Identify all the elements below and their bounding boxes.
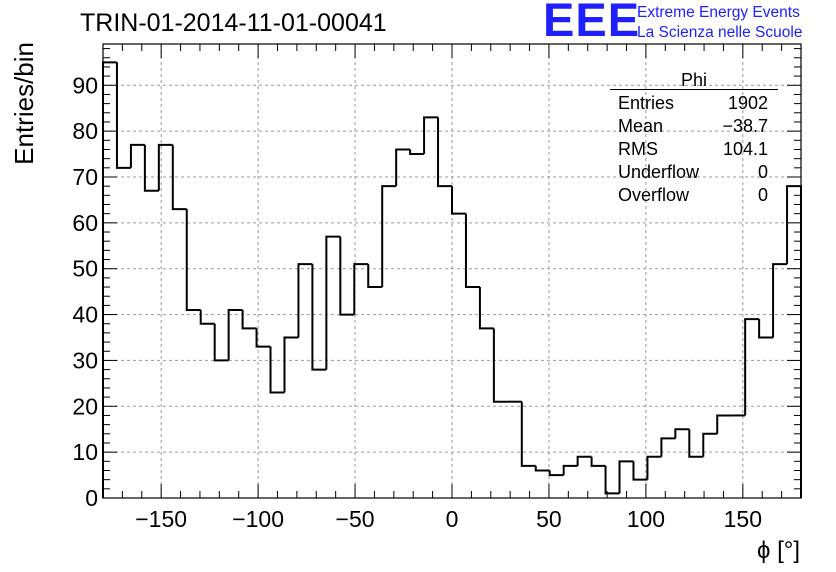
x-tick-label: 0: [446, 506, 459, 532]
y-axis-label: Entries/bin: [9, 42, 39, 165]
histogram-bin: [451, 186, 466, 215]
histogram-bin: [409, 149, 425, 156]
stats-row-entries: Entries 1902: [618, 93, 768, 115]
stats-label: RMS: [618, 139, 658, 159]
logo-line-2: La Scienza nelle Scuole: [637, 24, 803, 41]
histogram-bin: [115, 62, 131, 169]
y-tick-label: 60: [72, 210, 98, 236]
y-tick-label: 0: [85, 485, 98, 511]
histogram-bin: [143, 144, 159, 192]
histogram-bin: [423, 116, 439, 155]
stats-label: Overflow: [618, 185, 690, 205]
histogram-bin: [716, 414, 732, 434]
histogram-bin: [492, 328, 508, 403]
histogram-bin: [255, 328, 271, 348]
stats-label: Entries: [618, 93, 675, 113]
y-tick-label: 40: [72, 302, 98, 328]
x-tick-label: 150: [724, 506, 762, 532]
stats-box: Phi Entries 1902 Mean −38.7 RMS 104.1 Un…: [610, 70, 778, 210]
histogram-bin: [758, 319, 774, 339]
histogram-bin: [702, 432, 718, 457]
stats-divider: [610, 89, 778, 90]
histogram-bin: [199, 309, 215, 325]
histogram-bin: [646, 455, 662, 480]
stats-label: Mean: [618, 116, 664, 136]
histogram-bin: [478, 287, 494, 330]
histogram-bin: [353, 263, 369, 315]
histogram-bin: [520, 401, 536, 467]
histogram-bin: [367, 264, 383, 289]
histogram-bin: [269, 346, 285, 394]
histogram-bin: [395, 148, 411, 187]
histogram-bin: [227, 308, 243, 361]
x-axis-label: ϕ [°]: [757, 537, 800, 564]
histogram-bin: [311, 264, 327, 371]
x-tick-label: 50: [536, 506, 562, 532]
y-tick-label: 30: [72, 347, 98, 373]
histogram-bin: [660, 437, 676, 457]
histogram-bin: [688, 429, 704, 458]
histogram-bin: [786, 185, 802, 498]
histogram-bin: [325, 235, 341, 370]
histogram-bin: [437, 117, 452, 188]
stats-value: 1902: [727, 93, 768, 113]
x-tick-label: −50: [336, 506, 375, 532]
stats-label: Underflow: [618, 162, 700, 182]
y-tick-label: 50: [72, 256, 98, 282]
histogram-bin: [674, 428, 690, 439]
y-tick-label: 70: [72, 164, 98, 190]
histogram-bin: [618, 460, 634, 494]
histogram-bin: [185, 209, 201, 311]
histogram-bin: [562, 464, 578, 476]
histogram-bin: [604, 465, 620, 495]
x-tick-label: −100: [232, 506, 284, 532]
y-tick-label: 10: [72, 439, 98, 465]
histogram-bin: [102, 61, 117, 498]
histogram-bin: [590, 456, 606, 467]
y-tick-label: 90: [72, 72, 98, 98]
histogram-bin: [576, 455, 592, 466]
eee-logo: EEE: [543, 0, 641, 46]
x-tick-label: 100: [627, 506, 665, 532]
y-tick-label: 20: [72, 393, 98, 419]
histogram-bin: [129, 143, 145, 168]
logo-line-1: Extreme Energy Events: [637, 4, 800, 21]
histogram-bin: [241, 309, 257, 330]
stats-value: −38.7: [722, 116, 768, 136]
histogram-bin: [283, 336, 299, 393]
x-tick-label: −150: [135, 506, 187, 532]
histogram-bin: [213, 323, 229, 362]
stats-title: Phi: [680, 70, 707, 90]
plot-title: TRIN-01-2014-11-01-00041: [80, 9, 387, 37]
stats-row-underflow: Underflow 0: [618, 162, 768, 184]
y-tick-label: 80: [72, 118, 98, 144]
stats-row-overflow: Overflow 0: [618, 185, 768, 207]
histogram-bin: [744, 318, 760, 416]
stats-value: 104.1: [722, 139, 768, 159]
stats-row-rms: RMS 104.1: [618, 139, 768, 161]
stats-value: 0: [757, 185, 768, 205]
stats-row-mean: Mean −38.7: [618, 116, 768, 138]
histogram-bin: [381, 185, 397, 288]
histogram-bin: [632, 461, 648, 481]
stats-value: 0: [757, 162, 768, 182]
histogram-bin: [339, 236, 355, 316]
histogram-bin: [548, 470, 564, 477]
histogram-bin: [534, 465, 550, 472]
histogram-bin: [772, 263, 788, 338]
histogram-bin: [464, 213, 480, 289]
histogram-bin: [171, 144, 187, 211]
histogram-bin: [297, 263, 313, 338]
histogram-bin: [157, 143, 173, 191]
